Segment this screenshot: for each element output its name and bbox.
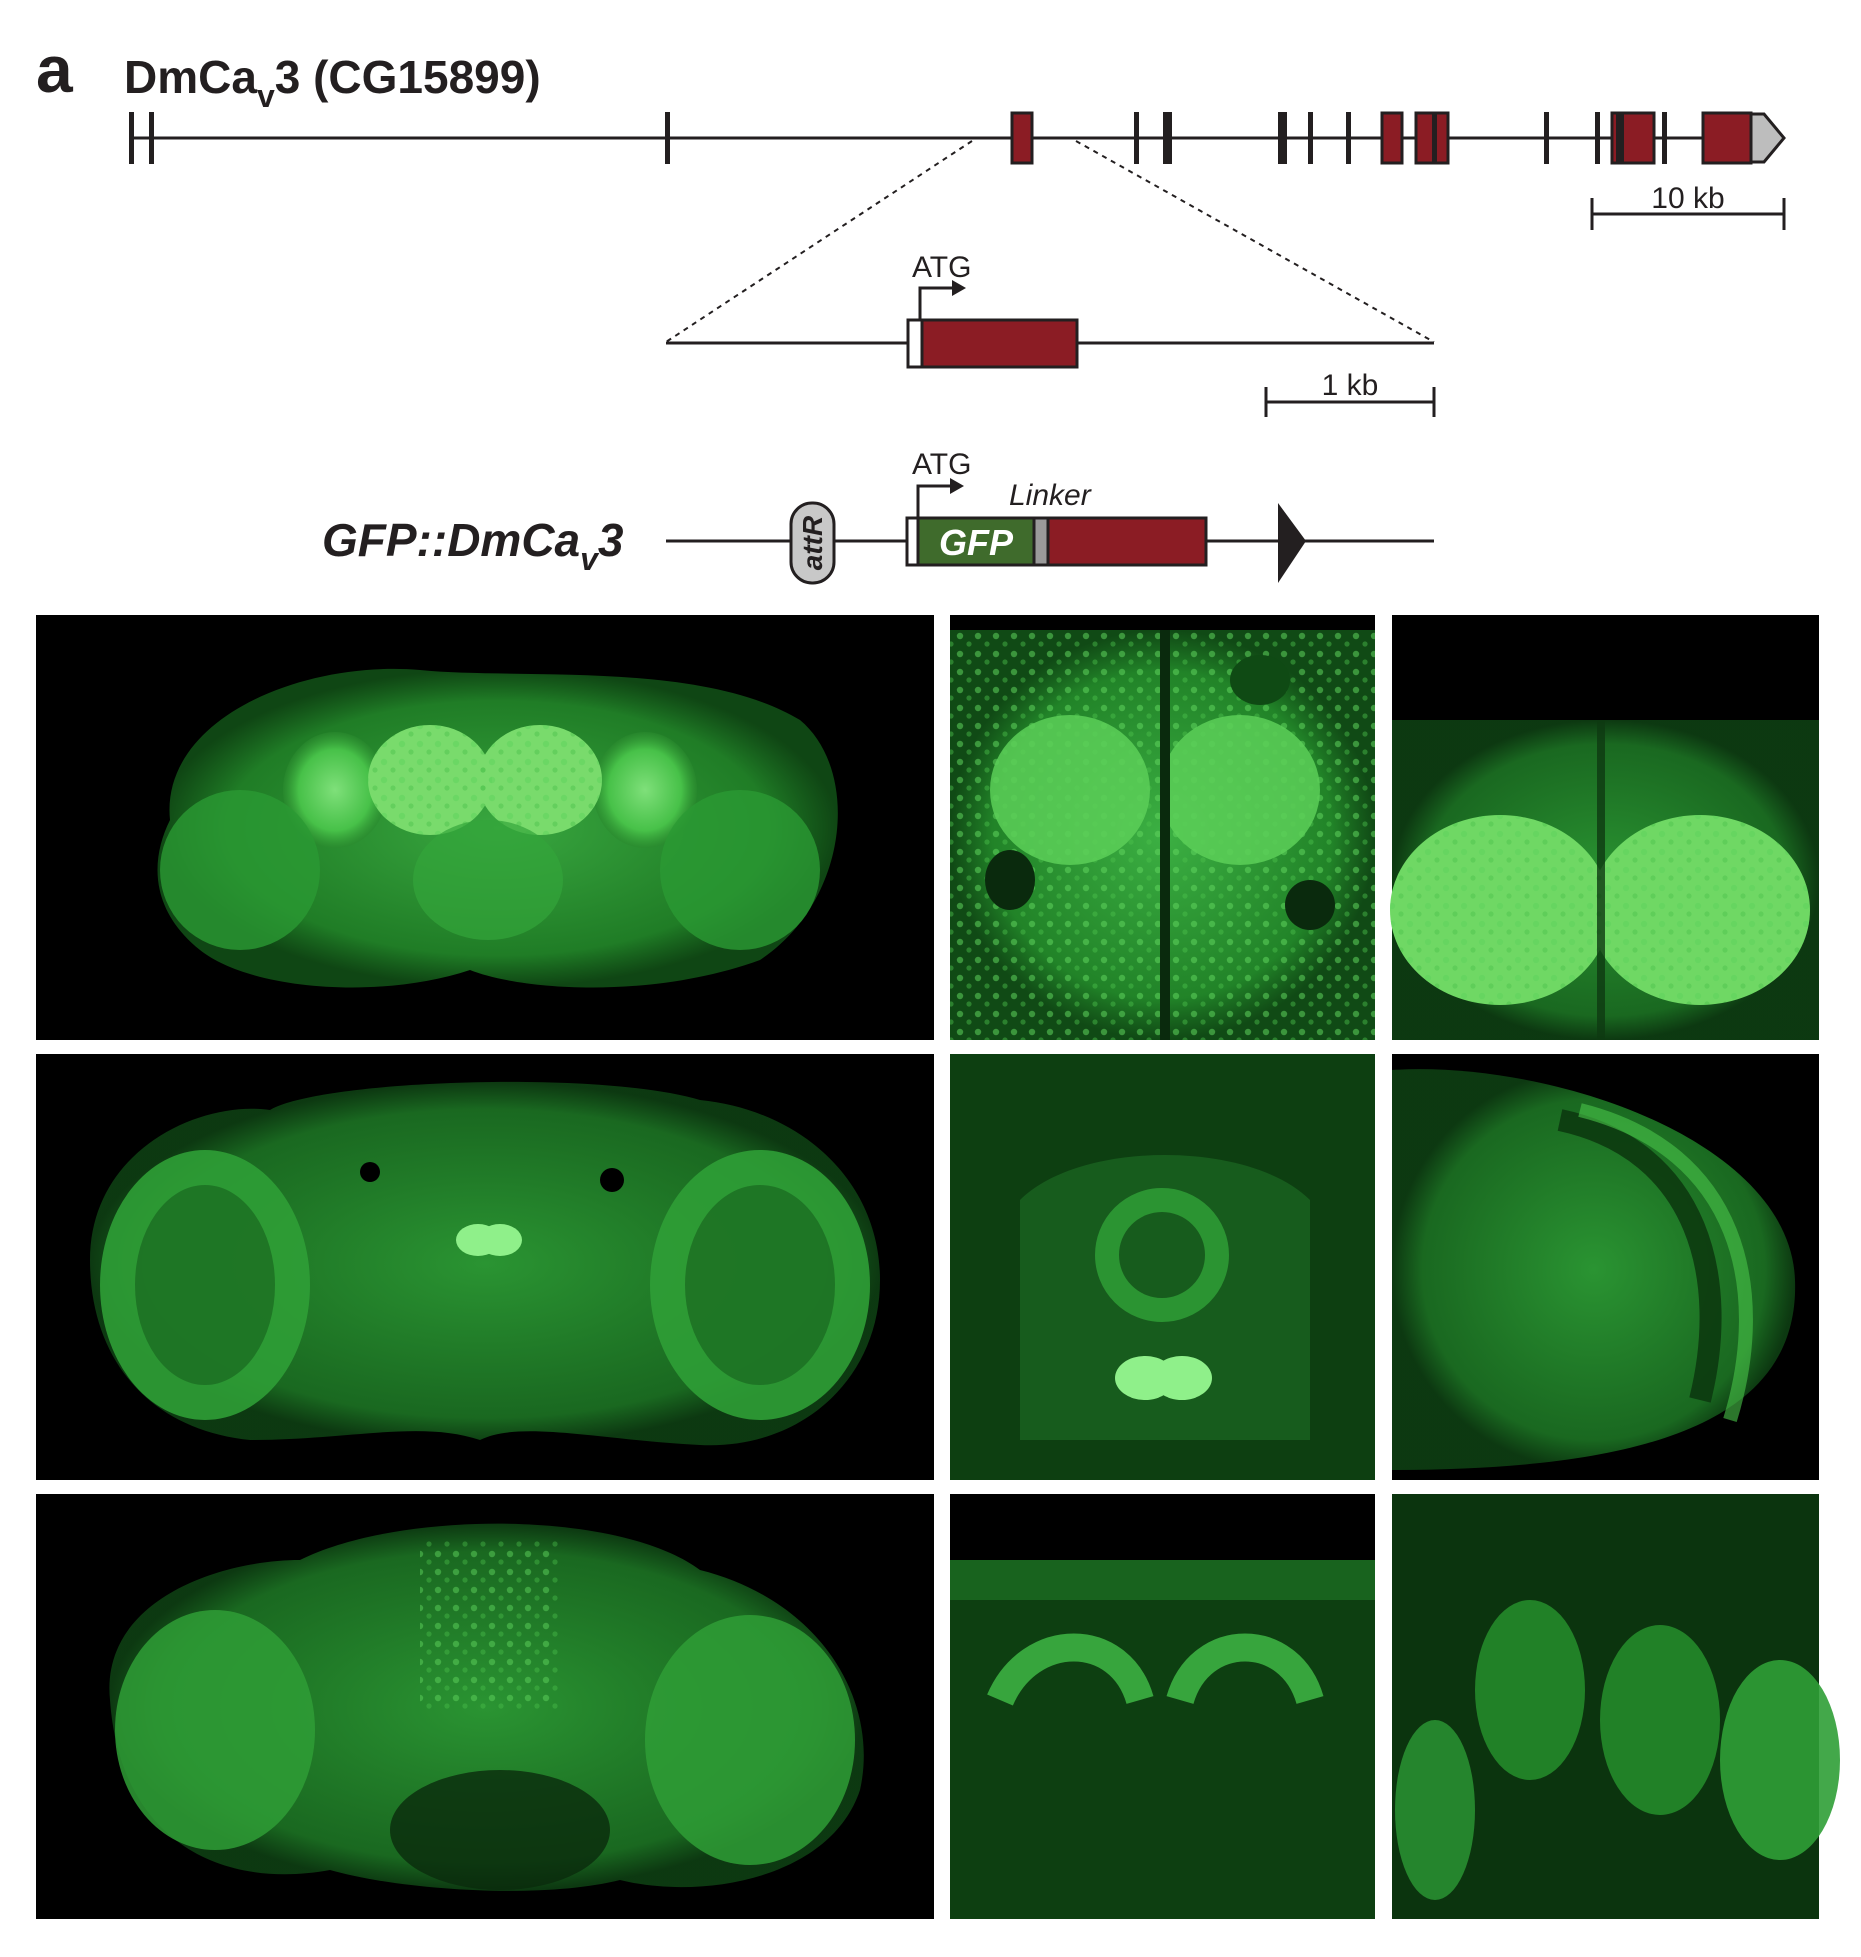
construct-start-arrow — [916, 484, 953, 518]
construct-name-prefix: GFP::DmCa — [322, 514, 580, 566]
zoom-start-arrow — [918, 286, 955, 320]
micrograph-r1-c1 — [36, 615, 934, 1040]
attr-label: attR — [797, 515, 828, 570]
coding-exon — [1380, 111, 1404, 165]
construct-name: GFP::DmCav3 — [322, 514, 624, 577]
linker-box — [1032, 516, 1050, 567]
loxp-triangle — [1278, 503, 1306, 583]
scale-bar-10kb: 10 kb — [1590, 182, 1786, 230]
micrograph-r3-c3 — [1392, 1494, 1840, 1919]
micrograph-r2-c3 — [1392, 1054, 1819, 1480]
exon — [1163, 112, 1172, 164]
gfp-label: GFP — [939, 522, 1014, 563]
coding-exon — [1701, 111, 1753, 165]
gene-title: DmCav3 (CG15899) — [124, 51, 541, 114]
exon — [129, 112, 134, 164]
exon — [1346, 112, 1351, 164]
exon — [1134, 112, 1139, 164]
zoom-coding-exon — [920, 318, 1079, 369]
exon — [1278, 112, 1283, 164]
attr-site — [789, 501, 836, 585]
micrograph-r1-c2 — [950, 615, 1375, 1040]
exon — [1282, 112, 1287, 164]
zoom-utr — [906, 318, 924, 369]
construct-utr — [905, 516, 920, 567]
micrograph-r2-c1 — [36, 1054, 934, 1480]
scale-bar-10kb-label: 10 kb — [1651, 182, 1724, 215]
zoom-atg-label: ATG — [912, 251, 971, 284]
scale-bar-1kb: 1 kb — [1264, 369, 1436, 417]
exon — [665, 112, 670, 164]
panel-label: a — [36, 32, 74, 106]
micrograph-r2-c2 — [950, 1054, 1375, 1480]
linker-label: Linker — [1009, 479, 1092, 512]
utr-arrow — [1749, 112, 1786, 164]
coding-exon — [1010, 111, 1034, 165]
micrograph-r1-c3 — [1390, 615, 1819, 1040]
micrograph-grid — [36, 615, 1840, 1919]
zoom-model: ATG — [666, 251, 1434, 369]
exon — [1308, 112, 1313, 164]
exon — [1595, 112, 1600, 164]
construct-model: attR GFP ATG Linker — [666, 448, 1434, 585]
exon — [1662, 112, 1667, 164]
construct-name-subscript: v — [580, 541, 600, 577]
exon-ticks — [129, 112, 1667, 164]
gene-name-suffix: 3 (CG15899) — [275, 51, 541, 103]
micrograph-r3-c1 — [36, 1494, 934, 1919]
construct-coding-exon — [1046, 516, 1208, 567]
exon — [149, 112, 154, 164]
scale-bar-1kb-label: 1 kb — [1322, 369, 1379, 402]
construct-atg-label: ATG — [912, 448, 971, 481]
exon — [1544, 112, 1549, 164]
zoom-lines — [665, 140, 1435, 343]
construct-name-suffix: 3 — [598, 514, 624, 566]
micrograph-r3-c2 — [950, 1494, 1375, 1919]
gene-name-subscript: v — [257, 78, 275, 114]
gene-name: DmCa — [124, 51, 257, 103]
gene-model — [129, 111, 1786, 165]
exon-borders — [1432, 113, 1624, 163]
